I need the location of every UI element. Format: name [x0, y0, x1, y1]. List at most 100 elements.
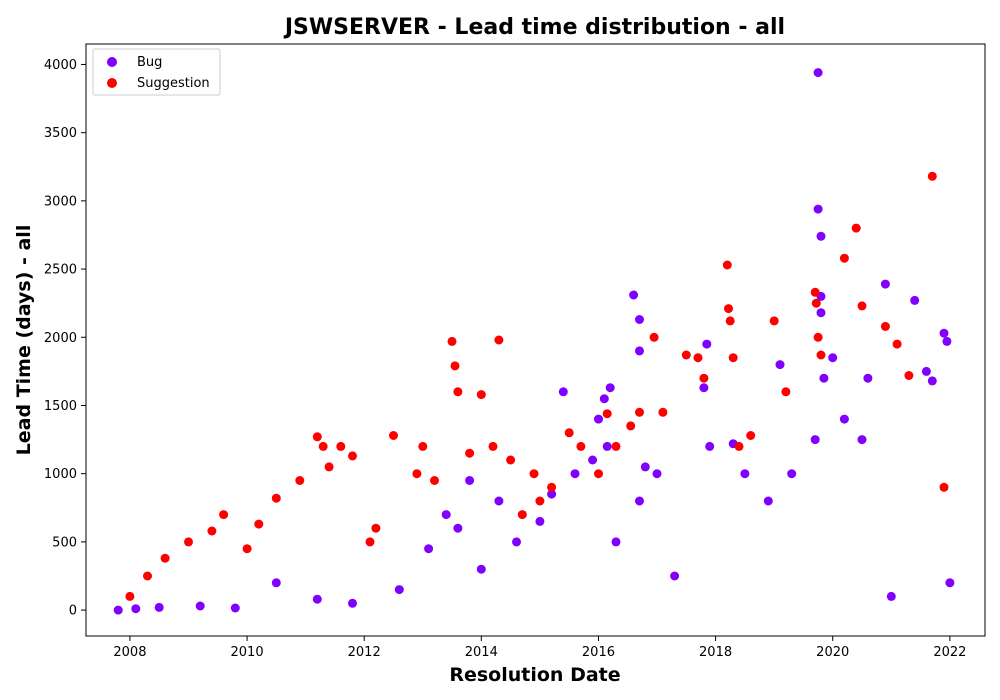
point-suggestion: [125, 591, 135, 601]
point-suggestion: [576, 441, 586, 451]
point-suggestion: [851, 223, 861, 233]
point-bug: [927, 376, 937, 386]
point-suggestion: [488, 441, 498, 451]
axes: [85, 43, 986, 637]
point-suggestion: [412, 469, 422, 479]
point-bug: [602, 441, 612, 451]
point-suggestion: [927, 171, 937, 181]
point-suggestion: [324, 462, 334, 472]
point-bug: [921, 366, 931, 376]
point-suggestion: [465, 448, 475, 458]
point-bug: [839, 414, 849, 424]
point-suggestion: [635, 407, 644, 417]
point-bug: [494, 496, 504, 506]
point-bug: [476, 564, 486, 574]
point-bug: [547, 489, 557, 499]
point-bug: [652, 469, 662, 479]
point-bug: [635, 496, 644, 506]
point-bug: [813, 68, 823, 78]
x-tick-label: 2018: [699, 645, 732, 660]
point-suggestion: [880, 321, 890, 331]
point-suggestion: [219, 510, 229, 520]
point-suggestion: [626, 421, 636, 431]
point-bug: [763, 496, 773, 506]
point-suggestion: [207, 526, 217, 536]
point-bug: [558, 387, 568, 397]
point-suggestion: [453, 387, 463, 397]
x-axis-label: Resolution Date: [449, 664, 620, 686]
point-bug: [599, 394, 609, 404]
point-suggestion: [389, 431, 398, 440]
point-bug: [588, 455, 598, 465]
point-bug: [113, 605, 123, 615]
legend-box: [92, 48, 221, 96]
point-suggestion: [857, 301, 867, 311]
point-bug: [230, 603, 240, 613]
y-tick-label: 4000: [44, 58, 77, 73]
point-bug: [942, 336, 952, 346]
point-bug: [424, 544, 434, 554]
point-suggestion: [811, 298, 821, 308]
point-suggestion: [348, 451, 357, 461]
point-suggestion: [450, 361, 460, 371]
x-tick-label: 2016: [582, 645, 615, 660]
point-suggestion: [699, 373, 709, 383]
point-suggestion: [725, 316, 735, 326]
point-suggestion: [371, 523, 381, 533]
point-bug: [635, 346, 644, 356]
point-bug: [635, 315, 644, 324]
point-bug: [195, 601, 205, 611]
point-suggestion: [312, 432, 322, 442]
point-suggestion: [724, 304, 733, 314]
point-suggestion: [734, 441, 744, 451]
point-suggestion: [295, 476, 305, 485]
legend: Bug Suggestion: [92, 48, 221, 96]
point-bug: [154, 602, 164, 612]
point-bug: [611, 537, 621, 547]
point-suggestion: [594, 469, 603, 479]
chart-title: JSWSERVER - Lead time distribution - all: [283, 15, 785, 40]
point-suggestion: [476, 390, 486, 400]
point-bug: [775, 360, 785, 370]
point-bug: [465, 476, 475, 485]
point-suggestion: [318, 441, 328, 451]
point-bug: [441, 510, 451, 520]
y-tick-label: 1500: [44, 399, 77, 414]
point-bug: [816, 231, 826, 241]
point-bug: [312, 594, 322, 604]
point-bug: [535, 516, 545, 526]
point-bug: [857, 435, 867, 445]
point-bug: [740, 469, 750, 479]
point-bug: [945, 578, 955, 588]
point-suggestion: [447, 336, 457, 346]
y-tick-label: 3500: [44, 126, 77, 141]
point-suggestion: [271, 493, 281, 503]
y-tick-label: 2000: [44, 331, 77, 346]
point-bug: [271, 578, 281, 588]
point-bug: [640, 462, 650, 472]
point-suggestion: [506, 455, 516, 465]
x-tick-label: 2020: [816, 645, 849, 660]
point-suggestion: [365, 537, 375, 547]
point-suggestion: [839, 253, 849, 263]
point-bug: [813, 204, 823, 214]
point-bug: [886, 591, 896, 601]
y-tick-label: 0: [69, 604, 77, 619]
point-bug: [828, 353, 838, 363]
y-tick-label: 3000: [44, 194, 77, 209]
point-suggestion: [681, 350, 691, 360]
point-suggestion: [418, 441, 428, 451]
point-bug: [453, 523, 463, 533]
point-bug: [699, 383, 709, 393]
point-suggestion: [746, 431, 756, 440]
point-bug: [910, 295, 920, 305]
point-suggestion: [813, 332, 823, 342]
point-suggestion: [810, 287, 820, 297]
point-bug: [819, 373, 829, 383]
y-axis-ticks: 0 500 1000 1500 2000 2500 3000 3500 4000: [44, 58, 86, 619]
point-suggestion: [494, 335, 504, 345]
point-suggestion: [781, 387, 791, 397]
point-suggestion: [728, 353, 738, 363]
data-points: [113, 68, 955, 615]
